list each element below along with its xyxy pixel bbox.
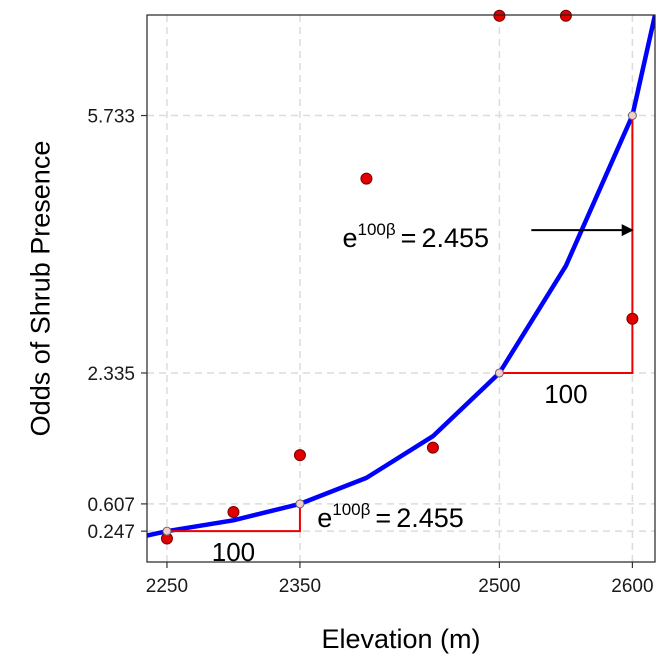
observed-point [626,312,639,325]
panel-border [146,14,656,563]
curve-marked-point [627,111,637,121]
curve-marked-point [162,526,172,536]
annotation-equation: e100β = 2.455 [342,220,489,253]
x-tick-label: 2350 [279,576,321,597]
x-tick-label: 2500 [478,576,520,597]
curve-marked-point [295,499,305,509]
annotation-superscript: 100β [358,220,396,239]
observed-point [360,172,373,185]
grid [147,15,655,562]
annotation-base: e [342,223,357,253]
axis-labels-layer: Elevation (m) Odds of Shrub Presence [25,141,480,654]
step-run-label: 100 [212,537,255,567]
observed-point [493,9,506,22]
observed-point [293,449,306,462]
y-tick-label: 2.335 [87,364,135,385]
annotation-value: 2.455 [396,503,464,533]
step-run-label: 100 [544,379,587,409]
annotation-base: e [317,503,332,533]
x-axis-title: Elevation (m) [321,624,480,654]
annotation-value: 2.455 [421,223,489,253]
y-axis-title: Odds of Shrub Presence [25,141,55,437]
y-tick-label: 5.733 [87,107,135,128]
curve-marked-point [494,368,504,378]
y-tick-label: 0.607 [87,495,135,516]
annotation-equals: = [401,223,417,253]
y-tick-label: 0.247 [87,522,135,543]
arrow-head [621,224,634,237]
fitted-curve-line [147,15,655,538]
x-tick-label: 2600 [611,576,653,597]
annotation-equals: = [375,503,391,533]
annotation-equation: e100β = 2.455 [317,500,464,533]
step-segment [499,115,634,374]
axes-layer: 2250 2350 2500 2600 0.247 0.607 2.335 5.733 [87,14,656,597]
x-tick-label: 2250 [146,576,188,597]
plot-background [147,15,655,562]
annotation-superscript: 100β [332,500,370,519]
step-segment [166,503,301,533]
observed-point [227,505,240,518]
step-layer: 100 100 [166,115,634,567]
observed-point [426,441,439,454]
observed-point [559,9,572,22]
points-layer [160,9,639,545]
curve-layer [147,15,655,538]
